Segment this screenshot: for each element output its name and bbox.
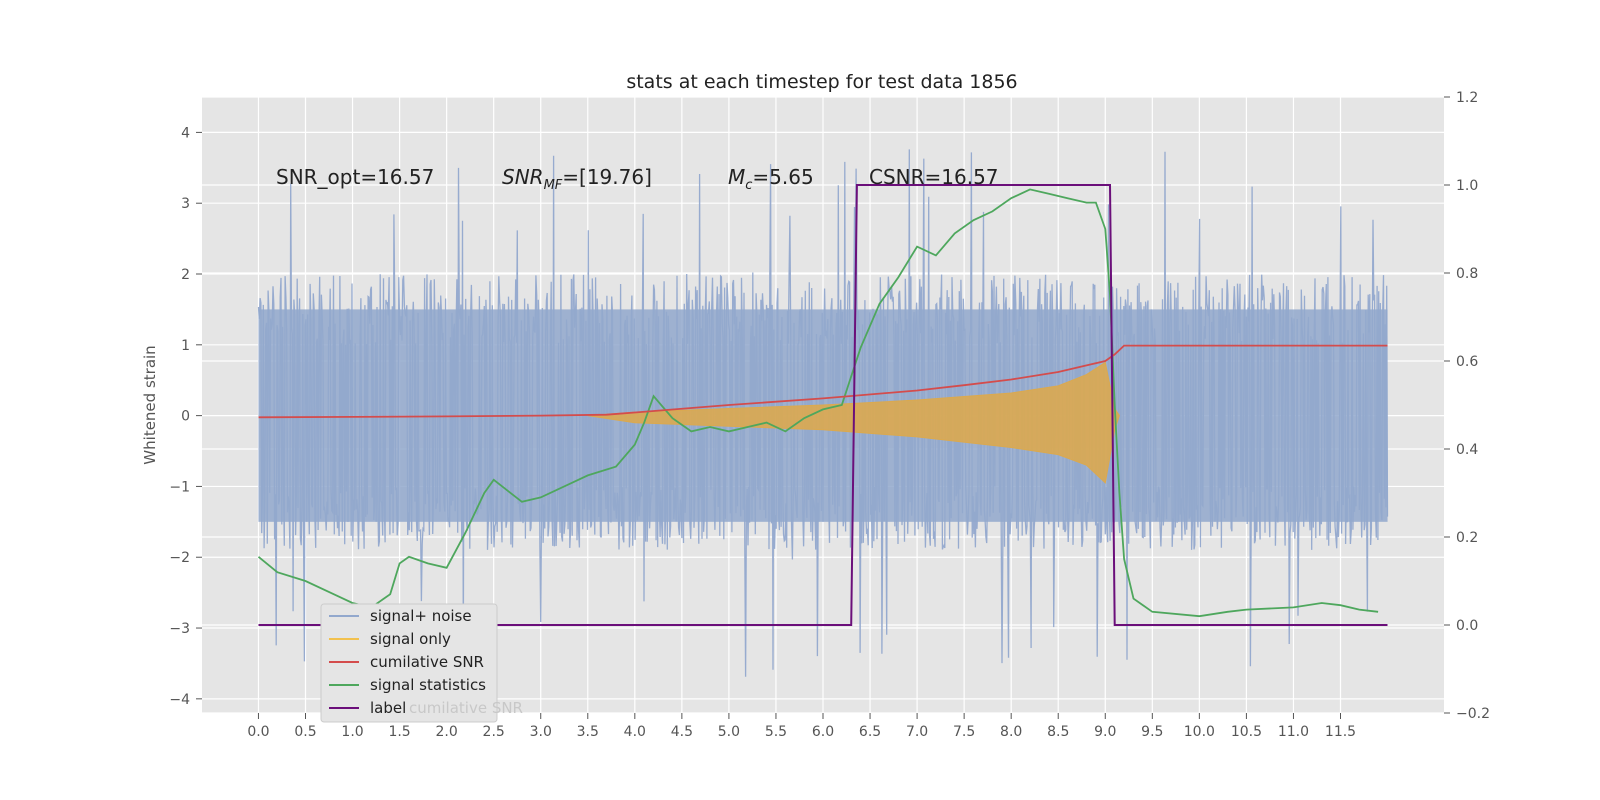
- x-tick-label: 10.0: [1184, 724, 1215, 740]
- x-tick-label: 4.5: [671, 724, 693, 740]
- x-tick-label: 8.5: [1047, 724, 1069, 740]
- legend: cumilative SNR signal+ noise signal only…: [320, 603, 523, 723]
- x-tick-label: 9.5: [1141, 724, 1163, 740]
- x-tick-label: 9.0: [1094, 724, 1116, 740]
- legend-label-noise: signal+ noise: [370, 607, 472, 625]
- y-tick-label: 0: [181, 409, 190, 425]
- x-tick-label: 6.0: [812, 724, 834, 740]
- y2-tick-label: 0.0: [1456, 618, 1478, 634]
- x-tick-label: 1.0: [341, 724, 363, 740]
- x-tick-label: 10.5: [1231, 724, 1262, 740]
- x-tick-label: 2.5: [483, 724, 505, 740]
- ticks: 0.0 0.5 1.0 1.5 2.0 2.5 3.0 3.5 4.0 4.5 5.0 5.5 6.0 6…: [169, 90, 1490, 740]
- chart-title: stats at each timestep for test data 185…: [626, 71, 1017, 93]
- x-tick-label: 7.5: [953, 724, 975, 740]
- x-tick-label: 7.0: [906, 724, 928, 740]
- legend-label-cumsnr: cumilative SNR: [370, 653, 484, 671]
- annotation-snr-mf-rest: =[19.76]: [562, 165, 652, 189]
- x-tick-label: 0.5: [294, 724, 316, 740]
- x-tick-label: 3.5: [577, 724, 599, 740]
- x-tick-label: 11.0: [1278, 724, 1309, 740]
- series-layer: [257, 149, 1389, 677]
- series-signal-statistics: [257, 188, 1379, 618]
- legend-label-stat: signal statistics: [370, 676, 486, 694]
- y-tick-label: 3: [181, 196, 190, 212]
- legend-ghost-text: cumilative SNR: [409, 699, 523, 717]
- x-tick-label: 0.0: [247, 724, 269, 740]
- y2-tick-label: 1.2: [1456, 90, 1478, 106]
- annotation-snr-opt: SNR_opt=16.57: [276, 165, 434, 189]
- annotation-mc: Mc=5.65: [728, 165, 814, 193]
- y2-tick-label: 1.0: [1456, 178, 1478, 194]
- x-tick-label: 1.5: [388, 724, 410, 740]
- y-tick-label: −4: [169, 692, 190, 708]
- x-tick-label: 5.5: [765, 724, 787, 740]
- series-cumulative-snr: [258, 344, 1388, 419]
- series-label: [258, 184, 1388, 626]
- x-tick-label: 3.0: [530, 724, 552, 740]
- x-tick-label: 6.5: [859, 724, 881, 740]
- y-tick-label: −1: [169, 479, 190, 495]
- y2-tick-label: 0.4: [1456, 442, 1478, 458]
- y2-tick-label: 0.6: [1456, 354, 1478, 370]
- x-tick-label: 5.0: [718, 724, 740, 740]
- legend-label-label: label: [370, 699, 406, 717]
- y-tick-label: 2: [181, 267, 190, 283]
- annotation-mc-sub: c: [745, 178, 752, 193]
- y-tick-label: −3: [169, 621, 190, 637]
- y-tick-label: 1: [181, 338, 190, 354]
- y2-tick-label: 0.2: [1456, 530, 1478, 546]
- x-tick-label: 11.5: [1325, 724, 1356, 740]
- y-tick-label: 4: [181, 125, 190, 141]
- legend-box: [320, 603, 498, 723]
- annotation-mc-rest: =5.65: [752, 165, 813, 189]
- y-tick-label: −2: [169, 550, 190, 566]
- y2-tick-label: −0.2: [1456, 706, 1490, 722]
- legend-label-signal: signal only: [370, 630, 451, 648]
- x-tick-label: 2.0: [436, 724, 458, 740]
- annotation-snr-mf-sub: MF: [544, 178, 563, 193]
- x-tick-label: 8.0: [1000, 724, 1022, 740]
- y-axis-label: Whitened strain: [141, 345, 159, 464]
- annotation-csnr: CSNR=16.57: [869, 165, 999, 189]
- annotation-mc-main: M: [728, 165, 745, 189]
- x-tick-label: 4.0: [624, 724, 646, 740]
- y2-tick-label: 0.8: [1456, 266, 1478, 282]
- annotation-snr-mf-main: SNR: [502, 165, 544, 189]
- annotation-snr-mf: SNRMF=[19.76]: [502, 165, 652, 193]
